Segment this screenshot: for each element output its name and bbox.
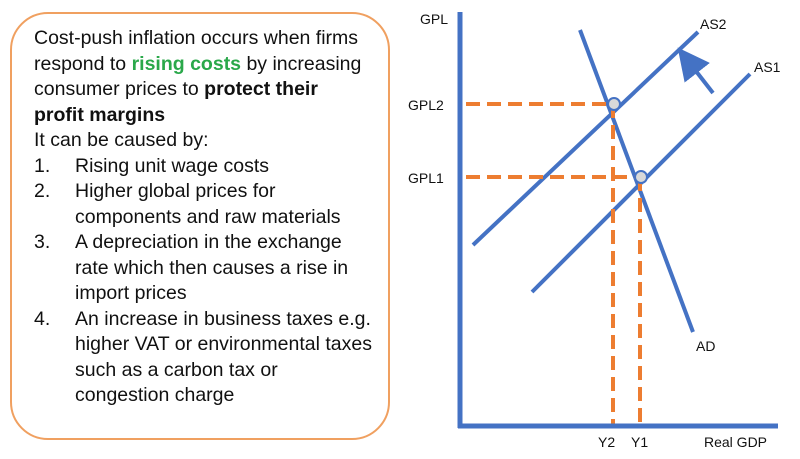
equilibrium-point-1 <box>634 170 648 184</box>
cause-item: 3. A depreciation in the exchange rate wh… <box>34 231 349 304</box>
cause-item: 1. Rising unit wage costs <box>34 154 270 177</box>
causes-heading: It can be caused by: <box>34 129 209 151</box>
causes-list: 1. Rising unit wage costs 2. Higher global… <box>34 154 372 409</box>
y-axis-label: GPL <box>420 11 448 27</box>
x-axis-label: Real GDP <box>704 434 767 450</box>
as2-label: AS2 <box>700 16 727 32</box>
cause-item: 4. An increase in business taxes e.g. hig… <box>34 307 372 407</box>
gpl2-label: GPL2 <box>408 97 444 113</box>
ad-label: AD <box>696 338 715 354</box>
as1-label: AS1 <box>754 59 781 75</box>
intro-text: Cost-push inflation occurs when firms re… <box>34 27 362 126</box>
y2-label: Y2 <box>598 434 615 450</box>
highlight-rising-costs: rising costs <box>131 52 242 75</box>
as2-curve <box>471 30 700 247</box>
y1-label: Y1 <box>631 434 648 450</box>
explanation-box: Cost-push inflation occurs when firms re… <box>10 12 390 440</box>
bold-profit-margins: protect their profit margins <box>34 78 318 126</box>
shift-arrow <box>677 47 715 95</box>
equilibrium-point-2 <box>607 97 621 111</box>
cause-item: 2. Higher global prices for components an… <box>34 180 341 228</box>
gpl1-label: GPL1 <box>408 170 444 186</box>
